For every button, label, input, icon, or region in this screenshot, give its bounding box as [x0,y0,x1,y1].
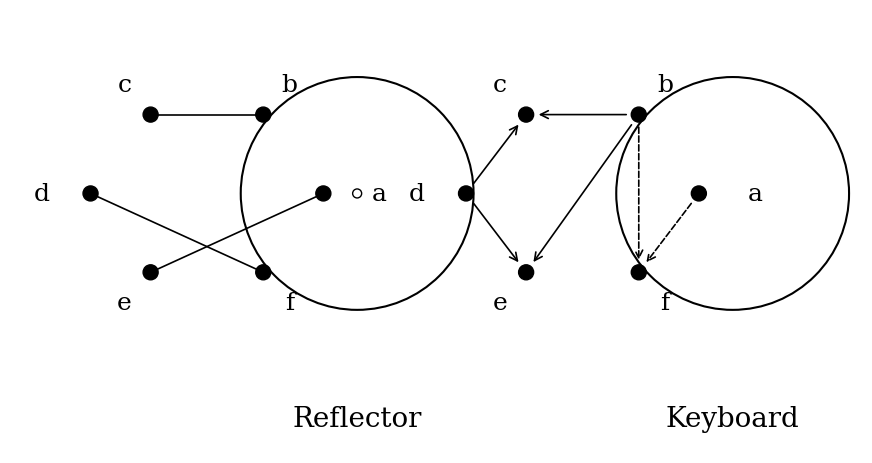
Circle shape [459,187,473,201]
Circle shape [143,265,158,280]
Circle shape [631,265,646,280]
Text: e: e [117,291,132,314]
Text: c: c [493,74,507,97]
Circle shape [691,187,706,201]
Text: Keyboard: Keyboard [666,406,800,432]
Text: b: b [282,74,297,97]
Circle shape [255,265,271,280]
Circle shape [519,108,534,123]
Circle shape [83,187,98,201]
Text: b: b [657,74,673,97]
Circle shape [255,108,271,123]
Circle shape [631,108,646,123]
Text: f: f [285,291,294,314]
Text: Reflector: Reflector [292,406,422,432]
Text: a: a [372,182,387,206]
Text: a: a [747,182,763,206]
Circle shape [316,187,330,201]
Text: c: c [118,74,132,97]
Text: d: d [34,182,50,206]
Text: f: f [660,291,670,314]
Circle shape [519,265,534,280]
Circle shape [143,108,158,123]
Text: e: e [493,291,508,314]
Text: d: d [409,182,426,206]
